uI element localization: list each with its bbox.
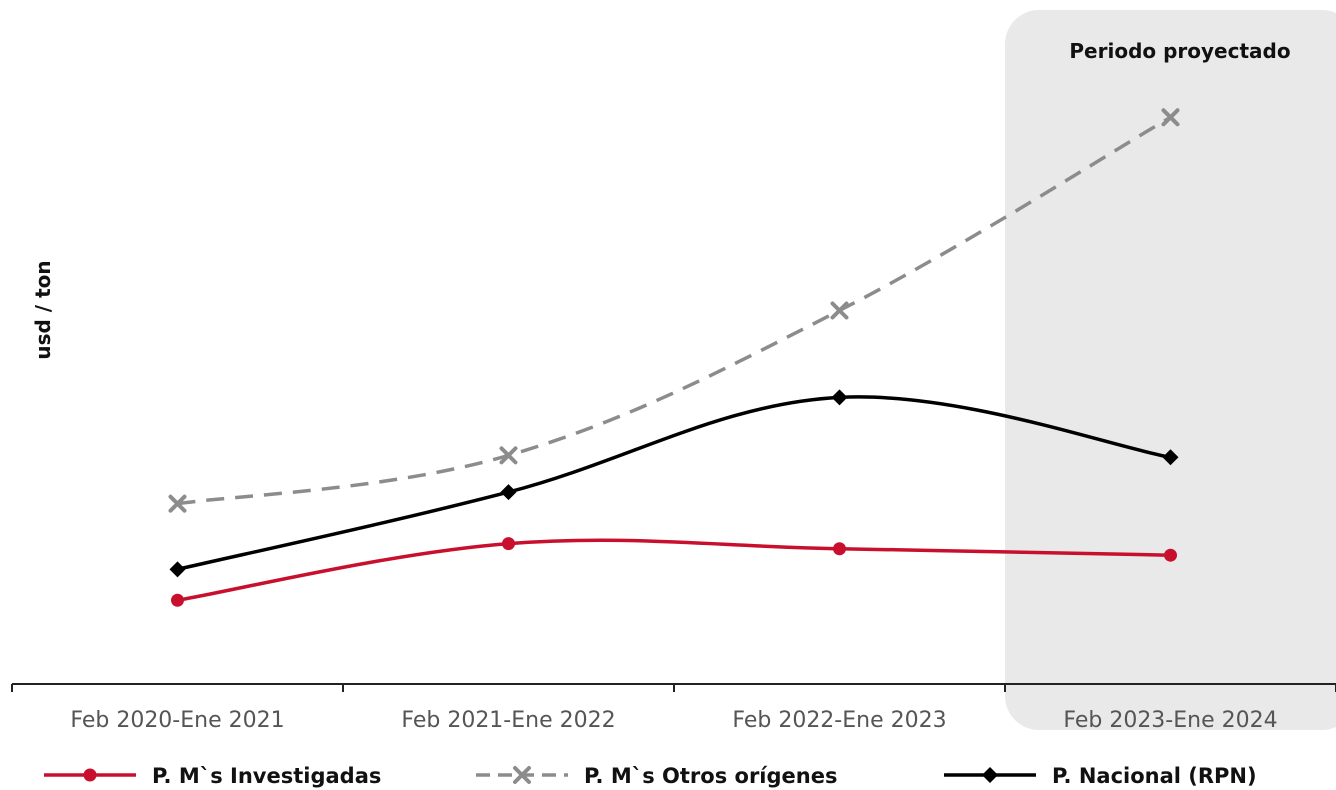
legend-marker (83, 768, 97, 782)
data-point (168, 494, 187, 513)
x-tick-label: Feb 2021-Ene 2022 (401, 708, 615, 733)
legend-item: P. Nacional (RPN) (944, 764, 1257, 788)
series-line (177, 395, 1171, 572)
data-point (1162, 449, 1179, 466)
legend-label: P. M`s Investigadas (152, 764, 381, 788)
series-line (177, 538, 1171, 603)
x-tick-label: Feb 2023-Ene 2024 (1063, 708, 1277, 733)
data-point (169, 561, 186, 578)
legend-item: P. M`s Investigadas (44, 764, 381, 788)
data-point (833, 542, 846, 556)
x-axis: Feb 2020-Ene 2021 Feb 2021-Ene 2022 Feb 20… (11, 683, 1336, 733)
x-tick-label: Feb 2020-Ene 2021 (70, 708, 284, 733)
data-point (171, 593, 184, 607)
series-2 (169, 389, 1179, 578)
series-0 (171, 537, 1177, 607)
data-point (830, 301, 849, 320)
data-point (1161, 108, 1180, 127)
y-axis-label: usd / ton (31, 260, 55, 359)
data-point (500, 484, 517, 501)
x-tick-label: Feb 2022-Ene 2023 (732, 708, 946, 733)
projected-period-label: Periodo proyectado (1069, 39, 1290, 63)
legend-label: P. Nacional (RPN) (1052, 764, 1257, 788)
data-point (502, 537, 515, 551)
series-1 (168, 108, 1180, 513)
data-point (499, 446, 518, 465)
projected-period-band (1005, 10, 1336, 730)
legend: P. M`s Investigadas P. M`s Otros orígenes… (44, 764, 1257, 788)
data-point (1164, 548, 1177, 562)
legend-label: P. M`s Otros orígenes (584, 764, 837, 788)
series-layer (168, 108, 1180, 607)
series-line (177, 115, 1172, 506)
legend-item: P. M`s Otros orígenes (476, 764, 837, 788)
data-point (831, 389, 848, 406)
legend-marker (982, 767, 998, 783)
legend-marker (513, 766, 531, 784)
